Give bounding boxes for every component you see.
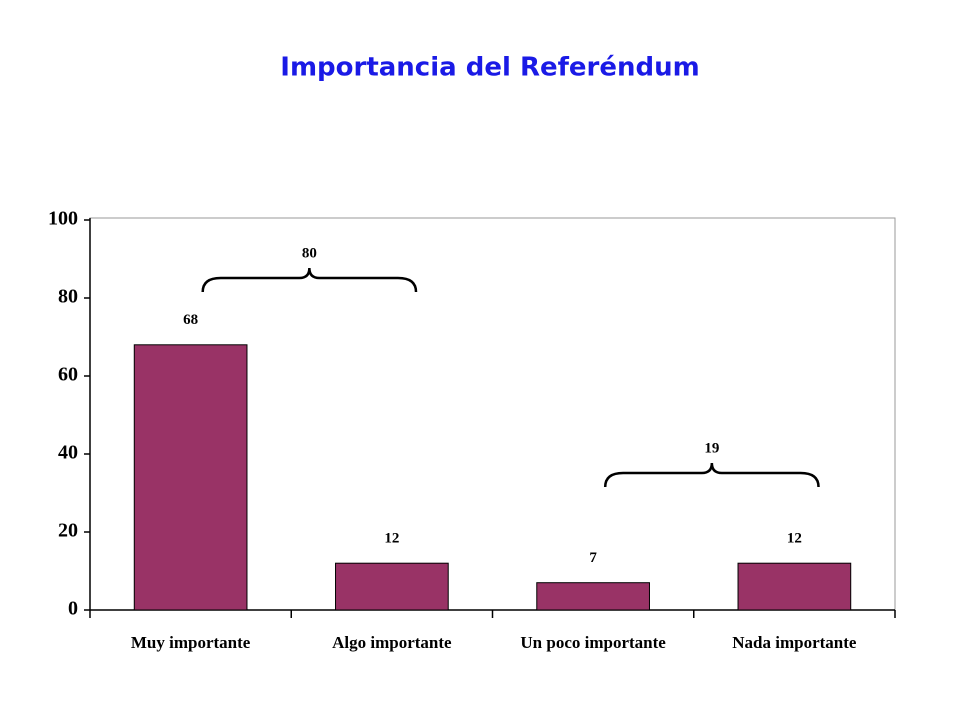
brace-label: 80 — [302, 245, 317, 261]
data-label: 7 — [589, 550, 597, 566]
x-tick-label: Un poco importante — [520, 633, 666, 652]
brace — [201, 267, 418, 293]
brace-label: 19 — [704, 440, 719, 456]
data-label: 68 — [183, 312, 198, 328]
chart-title: Importancia del Referéndum — [280, 53, 699, 83]
bar — [536, 582, 650, 611]
bar — [335, 562, 449, 611]
x-tick-label: Nada importante — [732, 633, 857, 652]
y-tick-label: 40 — [58, 442, 78, 464]
brace — [603, 462, 820, 488]
x-tick-label: Algo importante — [332, 633, 452, 652]
data-label: 12 — [384, 531, 399, 547]
y-tick-label: 100 — [48, 208, 78, 230]
bar — [133, 344, 248, 611]
y-tick-label: 80 — [58, 286, 78, 308]
bar — [737, 562, 852, 611]
data-label: 12 — [787, 531, 802, 547]
y-tick-label: 20 — [58, 520, 78, 542]
y-tick-label: 60 — [58, 364, 78, 386]
y-tick-label: 0 — [68, 598, 78, 620]
x-tick-label: Muy importante — [131, 633, 251, 652]
